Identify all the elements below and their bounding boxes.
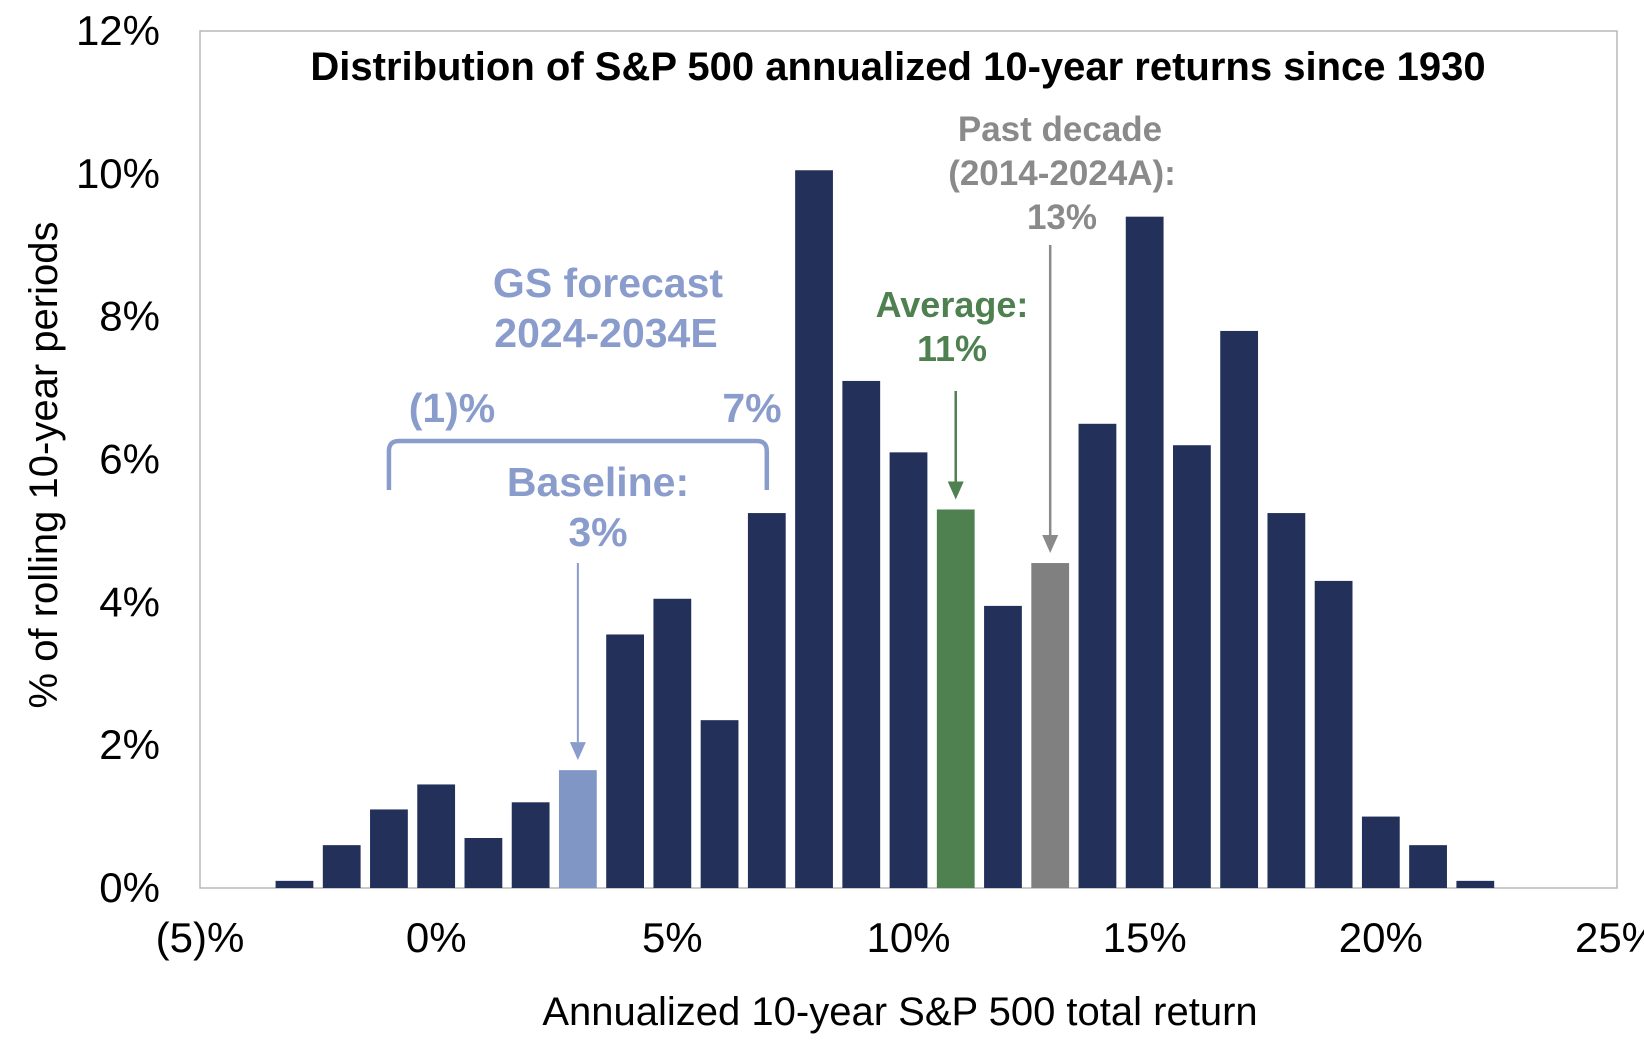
bar-8 xyxy=(795,170,833,888)
gs-forecast-low-label: (1)% xyxy=(409,385,496,431)
bars-layer xyxy=(275,170,1495,888)
gs-forecast-annotation: GS forecast 2024-2034E (1)% 7% Baseline:… xyxy=(386,260,782,761)
x-tick-labels: (5)% 0% 5% 10% 15% 20% 25% xyxy=(156,914,1644,961)
bar-17 xyxy=(1220,330,1259,888)
baseline-label: Baseline: xyxy=(507,459,689,505)
x-axis-title: Annualized 10-year S&P 500 total return xyxy=(542,990,1257,1034)
x-tick-label: (5)% xyxy=(156,914,245,961)
bar-18 xyxy=(1267,513,1306,888)
bar-15 xyxy=(1125,216,1164,888)
bar-13-past xyxy=(1031,563,1070,888)
x-tick-label: 15% xyxy=(1103,914,1187,961)
past-decade-label: Past decade xyxy=(958,110,1162,149)
past-decade-annotation: Past decade (2014-2024A): 13% xyxy=(948,110,1176,554)
y-axis-title: % of rolling 10-year periods xyxy=(22,222,66,709)
baseline-arrow-head xyxy=(569,742,586,761)
gs-forecast-period: 2024-2034E xyxy=(494,310,717,356)
y-tick-label: 0% xyxy=(99,864,160,911)
y-tick-label: 12% xyxy=(76,7,160,54)
x-tick-label: 25% xyxy=(1575,914,1644,961)
chart-title: Distribution of S&P 500 annualized 10-ye… xyxy=(310,45,1485,89)
gs-forecast-high-label: 7% xyxy=(722,385,781,431)
y-tick-label: 10% xyxy=(76,150,160,197)
average-value: 11% xyxy=(917,328,987,369)
bar-neg2 xyxy=(322,845,361,888)
y-tick-label: 2% xyxy=(99,721,160,768)
bar-12 xyxy=(984,605,1022,888)
bar-neg3 xyxy=(275,880,314,888)
gs-forecast-title: GS forecast xyxy=(493,260,723,306)
baseline-value: 3% xyxy=(568,509,627,555)
bar-7 xyxy=(747,513,786,888)
average-annotation: Average: 11% xyxy=(876,284,1029,500)
y-tick-label: 4% xyxy=(99,578,160,625)
bar-6 xyxy=(700,720,739,888)
bar-22 xyxy=(1456,880,1495,888)
y-tick-label: 8% xyxy=(99,293,160,340)
bar-20 xyxy=(1361,816,1400,888)
bar-19 xyxy=(1314,580,1353,888)
past-decade-arrow-head xyxy=(1042,535,1059,554)
average-label: Average: xyxy=(876,284,1029,325)
y-tick-labels: 0% 2% 4% 6% 8% 10% 12% xyxy=(76,7,160,911)
bar-9 xyxy=(842,380,881,888)
bar-4 xyxy=(606,634,644,888)
y-tick-label: 6% xyxy=(99,436,160,483)
bar-0 xyxy=(417,784,456,888)
x-tick-label: 10% xyxy=(866,914,950,961)
bar-11-average xyxy=(936,509,975,888)
bar-10 xyxy=(889,452,928,888)
bar-5 xyxy=(653,598,692,888)
bar-16 xyxy=(1173,445,1211,888)
x-tick-label: 5% xyxy=(642,914,703,961)
past-decade-period: (2014-2024A): xyxy=(948,154,1176,193)
bar-1 xyxy=(464,838,503,888)
average-arrow-head xyxy=(947,481,964,500)
bar-neg1 xyxy=(370,809,408,888)
x-tick-label: 20% xyxy=(1339,914,1423,961)
bar-3-baseline xyxy=(558,770,597,888)
x-tick-label: 0% xyxy=(406,914,467,961)
past-decade-value: 13% xyxy=(1027,198,1097,237)
bar-14 xyxy=(1078,423,1117,888)
bar-21 xyxy=(1409,845,1447,888)
bar-2 xyxy=(511,802,550,888)
gs-forecast-range-bracket xyxy=(386,438,770,490)
